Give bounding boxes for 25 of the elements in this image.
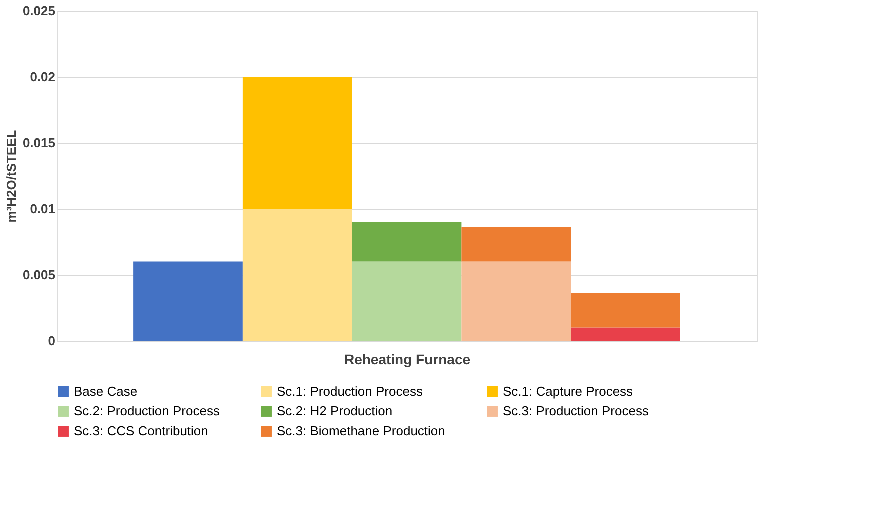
bar [134, 262, 243, 341]
y-tick-label: 0.02 [30, 70, 56, 84]
bar [242, 77, 352, 209]
y-tick-label: 0.015 [22, 136, 56, 150]
y-tick-label: 0.005 [22, 268, 56, 282]
legend-label: Base Case [74, 384, 138, 399]
y-axis-title: m³H2O/tSTEEL [4, 130, 19, 223]
bar [352, 222, 462, 262]
legend-label: Sc.3: Production Process [503, 404, 650, 418]
legend-label: Sc.3: CCS Contribution [74, 424, 208, 438]
legend-label: Sc.2: Production Process [74, 404, 220, 418]
x-axis-title: Reheating Furnace [344, 352, 471, 368]
bar [352, 262, 462, 341]
bar [571, 293, 680, 328]
y-tick-label: 0 [48, 334, 56, 348]
legend-label: Sc.3: Biomethane Production [277, 424, 446, 438]
bar [571, 328, 680, 341]
bar [462, 227, 572, 262]
legend-label: Sc.1: Capture Process [503, 384, 634, 399]
y-tick-label: 0.01 [30, 202, 56, 216]
legend-label: Sc.1: Production Process [277, 384, 424, 399]
bar [242, 209, 352, 341]
y-tick-label: 0.025 [22, 4, 56, 18]
legend-label: Sc.2: H2 Production [277, 404, 393, 418]
bar [462, 262, 572, 341]
